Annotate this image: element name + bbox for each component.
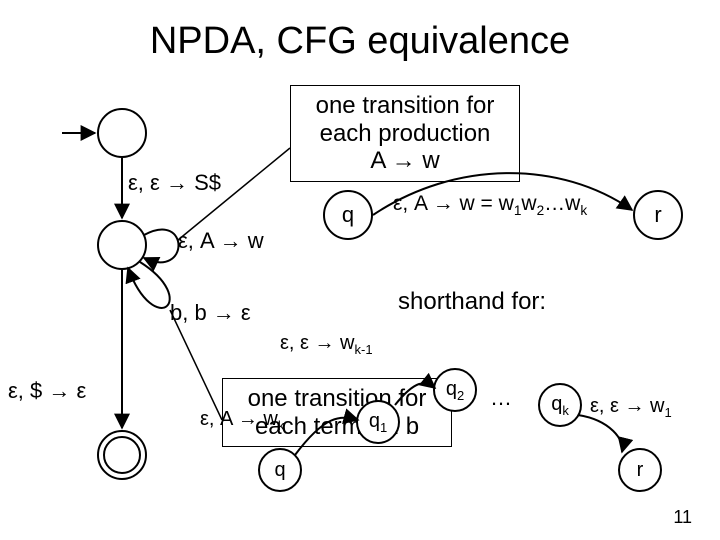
callout-top-line1: one transition for <box>316 92 495 119</box>
state-accept <box>97 430 147 480</box>
page-title: NPDA, CFG equivalence <box>0 20 720 63</box>
state-r-top-label: r <box>654 202 661 228</box>
label-trans1: ε, ε → S$ <box>128 170 221 196</box>
label-trans2: ε, A → w <box>178 228 264 254</box>
label-edge-top: ε, A → w = w1w2…wk <box>393 192 587 218</box>
state-q-top: q <box>323 190 373 240</box>
state-r-top: r <box>633 190 683 240</box>
state-r-bottom-label: r <box>637 459 644 482</box>
label-trans3: b, b → ε <box>170 300 251 326</box>
label-trans4: ε, $ → ε <box>8 378 86 404</box>
label-edge-wk1: ε, ε → wk-1 <box>280 332 373 357</box>
state-q-bottom: q <box>258 448 302 492</box>
state-qk: qk <box>538 383 582 427</box>
label-shorthand: shorthand for: <box>398 288 546 316</box>
state-q2-label: q2 <box>446 378 464 403</box>
callout-top-line3: A → w <box>370 147 439 174</box>
label-dots: … <box>490 385 512 411</box>
state-q1-label: q1 <box>369 410 387 435</box>
state-q-top-label: q <box>342 202 354 228</box>
slide-number: 11 <box>673 507 692 528</box>
state-r-bottom: r <box>618 448 662 492</box>
callout-top: one transition for each production A → w <box>290 85 520 182</box>
state-q2: q2 <box>433 368 477 412</box>
state-qk-label: qk <box>551 393 569 418</box>
state-s1 <box>97 220 147 270</box>
state-s0 <box>97 108 147 158</box>
label-edge-w1: ε, ε → w1 <box>590 395 672 420</box>
label-edge-wk: ε, A → wk <box>200 408 284 433</box>
state-q-bottom-label: q <box>274 459 285 482</box>
callout-top-line2: each production <box>320 120 491 147</box>
state-q1: q1 <box>356 400 400 444</box>
